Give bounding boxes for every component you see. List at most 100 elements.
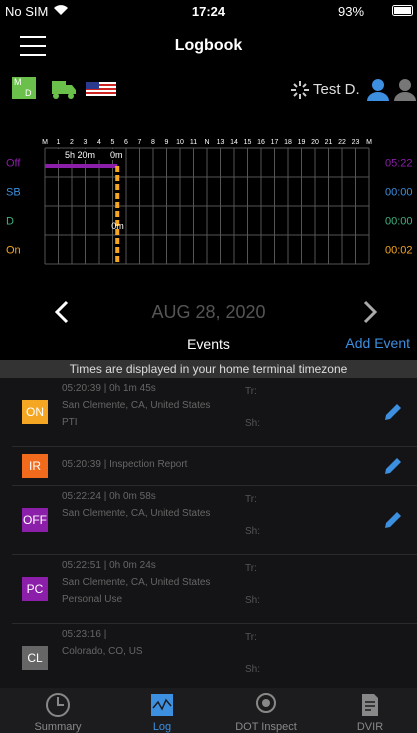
menu-button[interactable] [20,35,48,57]
event-row[interactable]: IR 05:20:39 | Inspection Report [12,447,417,486]
driver-name: Test D. [313,81,360,98]
format-m: M [14,77,22,87]
trailer-label: Tr: [245,386,257,397]
pencil [385,404,401,420]
hour-label: 1 [57,139,61,146]
tab-label: Summary [34,721,82,733]
timezone-notice: Times are displayed in your home termina… [0,360,417,378]
hour-label: 4 [97,139,101,146]
trailer-label: Tr: [245,632,257,643]
sync-icon [291,81,309,99]
icon [362,694,378,716]
event-line: 05:23:16 | [62,629,107,640]
event-line: Personal Use [62,594,123,605]
pencil [385,512,401,528]
hour-label: 18 [284,139,292,146]
icon [256,693,276,713]
hour-label: 15 [244,139,252,146]
shipping-label: Sh: [245,664,261,675]
hour-label: 21 [325,139,333,146]
tab-icon[interactable] [357,692,383,718]
hour-label: 6 [124,139,128,146]
annotation-bg [49,149,121,160]
tab-icon[interactable] [149,692,175,718]
event-badge: ON [22,400,48,424]
event-badge: OFF [22,508,48,532]
event-badge: IR [22,454,48,478]
toolbar-icons [52,81,116,99]
icon [152,698,172,711]
icon [365,701,375,711]
event-line: San Clemente, CA, United States [62,400,211,411]
row-label: SB [6,187,21,199]
hour-label: 3 [84,139,88,146]
format-icon[interactable]: M D [12,77,36,99]
hour-label: 9 [165,139,169,146]
edit-button[interactable] [382,509,404,531]
shipping-label: Sh: [245,526,261,537]
event-line: 05:22:24 | 0h 0m 58s [62,491,156,502]
hour-label: N [204,139,209,146]
hour-label: 22 [338,139,346,146]
event-line: 05:20:39 | 0h 1m 45s [62,383,156,394]
events-title: Events [187,336,230,352]
hour-label: 10 [176,139,184,146]
event-list: ON 05:20:39 | 0h 1m 45s San Clemente, CA, … [0,378,417,688]
event-line: San Clemente, CA, United States [62,508,211,519]
icon [57,697,64,706]
hour-label: 14 [230,139,238,146]
wifi-icon [54,5,68,15]
event-row[interactable]: OFF 05:22:24 | 0h 0m 58s San Clemente, CA,… [12,486,417,555]
row-label: On [6,245,21,257]
carrier: No SIM [5,4,49,19]
next-day[interactable] [360,300,380,324]
event-badge: CL [22,646,48,670]
shipping-label: Sh: [245,418,261,429]
log-graph: M 1 2 3 4 5 6 7 8 9 10 11 N 13 14 15 16 17 18 19 20 21 22 23 MOf… [6,139,413,265]
event-row[interactable]: CL 05:23:16 | Colorado, CO, US Tr: Sh: [12,624,417,688]
hour-label: 19 [298,139,306,146]
event-row[interactable]: ON 05:20:39 | 0h 1m 45s San Clemente, CA, … [12,378,417,447]
page-title: Logbook [174,37,243,54]
hour-label: 16 [257,139,265,146]
tab-label: DVIR [356,721,384,733]
pencil [385,458,401,474]
icon [262,699,270,707]
hour-label: 20 [311,139,319,146]
hour-label: 8 [151,139,155,146]
clock: 17:24 [191,4,226,19]
tab-icon[interactable] [253,692,279,718]
event-line: San Clemente, CA, United States [62,577,211,588]
icon [151,694,173,716]
row-total: 00:00 [385,187,413,199]
hour-label: 7 [138,139,142,146]
annotation: 0m [110,150,123,160]
shipping-label: Sh: [245,595,261,606]
event-line: 05:22:51 | 0h 0m 24s [62,560,156,571]
row-total: 05:22 [385,158,413,170]
event-line: 05:20:39 | Inspection Report [62,459,188,470]
annotation: 0m [111,221,124,231]
trailer-label: Tr: [245,563,257,574]
tab-icon[interactable] [45,692,71,718]
hour-label: 5 [111,139,115,146]
row-total: 00:00 [385,216,413,228]
icon [46,693,70,717]
driver-icons[interactable] [367,78,417,102]
hour-label: M [42,139,48,146]
hour-label: 17 [271,139,279,146]
add-event[interactable]: Add Event [345,335,410,351]
tab-label: DOT Inspect [235,721,297,733]
tab-label: Log [152,721,172,733]
event-row[interactable]: PC 05:22:51 | 0h 0m 24s San Clemente, CA, … [12,555,417,624]
edit-button[interactable] [382,401,404,423]
row-label: D [6,216,14,228]
hour-label: 23 [352,139,360,146]
row-total: 00:02 [385,245,413,257]
prev-day[interactable] [52,300,72,324]
trailer-label: Tr: [245,494,257,505]
edit-button[interactable] [382,455,404,477]
annotation: 5h 20m [65,150,95,160]
event-line: PTI [62,417,78,428]
